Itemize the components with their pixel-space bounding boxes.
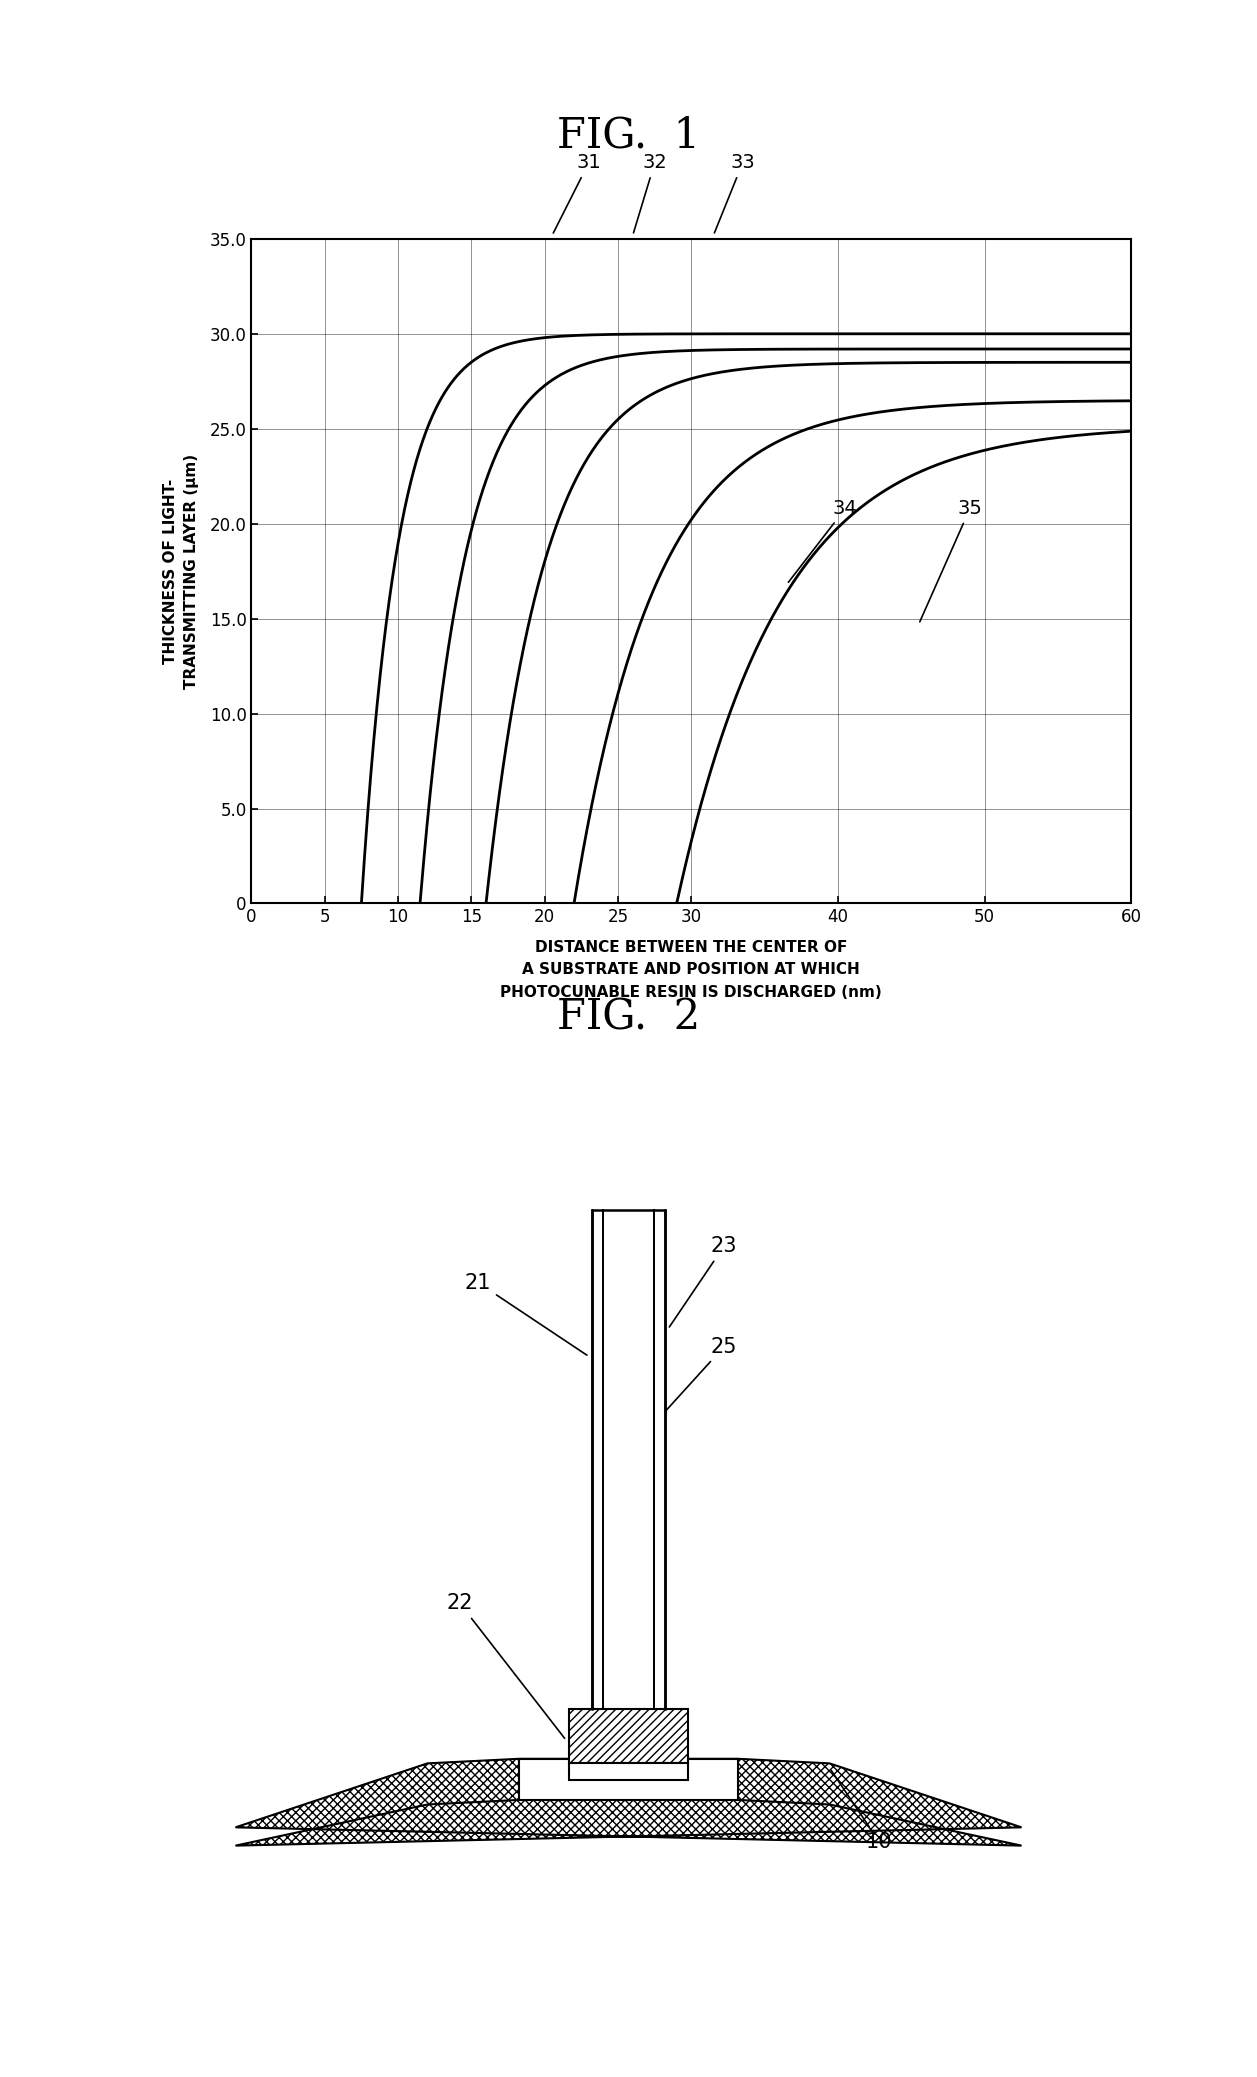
X-axis label: DISTANCE BETWEEN THE CENTER OF
A SUBSTRATE AND POSITION AT WHICH
PHOTOCUNABLE RE: DISTANCE BETWEEN THE CENTER OF A SUBSTRA… [500,941,882,999]
Text: FIG.  1: FIG. 1 [557,114,700,156]
Bar [592,1211,665,1759]
Polygon shape [235,1759,1022,1846]
Y-axis label: THICKNESS OF LIGHT-
TRANSMITTING LAYER (μm): THICKNESS OF LIGHT- TRANSMITTING LAYER (… [162,453,199,690]
Text: 10: 10 [831,1770,892,1853]
Text: 32: 32 [634,154,667,233]
Text: 22: 22 [446,1593,564,1738]
Text: 34: 34 [788,498,857,582]
Text: 33: 33 [714,154,755,233]
Text: 23: 23 [670,1236,738,1327]
Text: FIG.  2: FIG. 2 [557,997,700,1038]
Text: 25: 25 [659,1338,738,1419]
Text: 31: 31 [553,154,601,233]
Bar [569,1709,688,1763]
Bar [569,1763,688,1780]
Bar [569,1709,688,1763]
Text: 21: 21 [465,1273,587,1354]
Bar [519,1759,738,1801]
Text: 35: 35 [920,498,983,621]
